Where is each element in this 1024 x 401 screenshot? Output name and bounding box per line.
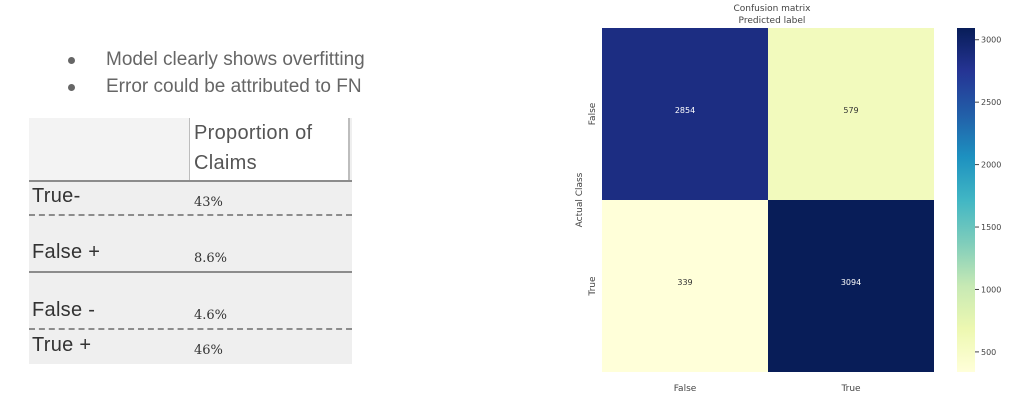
colorbar xyxy=(957,28,975,372)
bullet-dot-icon xyxy=(68,57,75,64)
heatmap-cell xyxy=(602,28,768,200)
heatmap-cell xyxy=(768,28,934,200)
heatmap-cell-value: 579 xyxy=(843,106,858,115)
heatmap-cell xyxy=(602,200,768,372)
chart-xlabel: Predicted label xyxy=(739,16,806,26)
heatmap-cell-value: 3094 xyxy=(841,278,861,287)
bullet-text: Model clearly shows overfitting xyxy=(106,49,365,70)
table-row-value: 43% xyxy=(194,195,223,210)
colorbar-tick-label: 3000 xyxy=(981,36,1001,45)
claims-table: Proportion of Claims True- 43% False + 8… xyxy=(29,118,352,364)
heatmap-cell-value: 339 xyxy=(677,278,692,287)
table-row-label: True- xyxy=(32,185,81,207)
y-tick-label: True xyxy=(588,276,598,297)
table-divider-dashed xyxy=(29,328,352,330)
colorbar-tick-label: 1500 xyxy=(981,223,1001,232)
bullet-text: Error could be attributed to FN xyxy=(106,76,362,97)
table-header-label: Proportion of Claims xyxy=(194,122,313,174)
table-divider-solid xyxy=(29,180,352,182)
table-header-empty-cell xyxy=(29,118,189,180)
table-row-value: 8.6% xyxy=(194,251,228,266)
table-row-value: 46% xyxy=(194,343,223,358)
colorbar-tick-label: 2000 xyxy=(981,161,1001,170)
x-tick-label: True xyxy=(840,384,861,394)
colorbar-tick-label: 2500 xyxy=(981,98,1001,107)
table-divider-solid xyxy=(29,271,352,273)
bullet-dot-icon xyxy=(68,84,75,91)
chart-ylabel: Actual Class xyxy=(575,172,585,227)
bullet-list: Model clearly shows overfitting Error co… xyxy=(62,46,365,100)
table-header-cell: Proportion of Claims xyxy=(189,118,350,180)
confusion-matrix-chart: 2854 579 339 3094 Confusion matrix Predicted … xyxy=(575,4,1001,394)
heatmap-cell-value: 2854 xyxy=(675,106,695,115)
bullet-item: Model clearly shows overfitting xyxy=(62,46,365,73)
chart-title: Confusion matrix xyxy=(734,4,812,14)
bullet-item: Error could be attributed to FN xyxy=(62,73,365,100)
table-row-label: True + xyxy=(32,334,92,356)
x-tick-label: False xyxy=(674,384,697,394)
y-tick-label: False xyxy=(588,102,598,125)
table-row-value: 4.6% xyxy=(194,308,228,323)
table-row-label: False + xyxy=(32,241,101,263)
table-divider-dashed xyxy=(29,214,352,216)
colorbar-tick-label: 500 xyxy=(981,348,996,357)
heatmap-cell xyxy=(768,200,934,372)
table-row-label: False - xyxy=(32,299,96,321)
colorbar-tick-label: 1000 xyxy=(981,285,1001,294)
